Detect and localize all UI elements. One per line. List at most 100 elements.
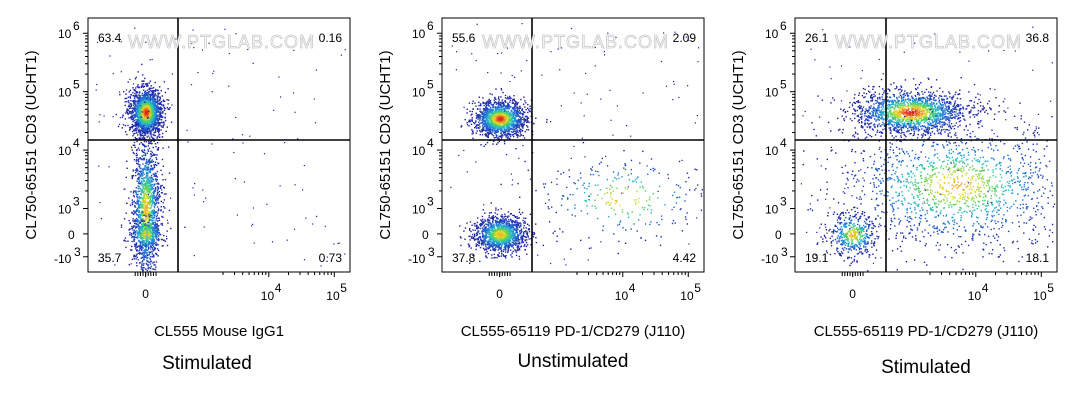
event-dot (517, 121, 519, 123)
event-dot (520, 124, 522, 126)
event-dot (140, 107, 143, 109)
event-dot (485, 120, 487, 122)
event-dot (511, 100, 514, 102)
event-dot (141, 227, 143, 230)
event-dot (157, 98, 159, 101)
event-dot (158, 235, 160, 237)
event-dot (132, 120, 134, 123)
event-dot (152, 219, 155, 222)
event-dot (129, 232, 131, 234)
event-dot (136, 168, 139, 171)
event-dot (156, 223, 158, 225)
event-dot (141, 103, 143, 105)
event-dot (484, 123, 486, 125)
event-dot (495, 116, 497, 118)
event-dot (147, 217, 149, 220)
event-dot (490, 132, 493, 134)
event-dot (152, 168, 155, 170)
event-dot (150, 215, 152, 217)
event-dot (153, 230, 156, 232)
event-dot (494, 123, 496, 126)
event-dot (127, 100, 130, 102)
event-dot (141, 234, 143, 237)
event-dot (145, 215, 147, 217)
event-dot (132, 94, 134, 97)
event-dot (143, 144, 145, 147)
event-dot (136, 162, 138, 165)
event-dot (160, 129, 162, 131)
event-dot (130, 104, 133, 106)
event-dot (139, 175, 141, 177)
event-dot (150, 94, 153, 96)
event-dot (159, 116, 161, 118)
event-dot (509, 101, 511, 103)
event-dot (149, 59, 151, 61)
event-dot (145, 124, 148, 126)
event-dot (486, 141, 489, 144)
event-dot (148, 240, 150, 243)
event-dot (479, 108, 481, 110)
event-dot (500, 87, 502, 90)
event-dot (142, 192, 144, 194)
event-dot (138, 196, 140, 198)
event-dot (133, 238, 136, 241)
event-dot (483, 114, 486, 116)
event-dot (505, 123, 507, 125)
event-dot (123, 239, 125, 242)
event-dot (152, 127, 155, 129)
event-dot (138, 220, 140, 222)
event-dot (131, 227, 134, 229)
event-dot (148, 114, 150, 116)
event-dot (145, 252, 147, 254)
event-dot (136, 85, 139, 88)
event-dot (137, 110, 139, 112)
event-dot (145, 185, 147, 188)
event-dot (133, 226, 135, 228)
event-dot (159, 107, 162, 109)
event-dot (505, 125, 508, 127)
event-dot (156, 115, 158, 118)
event-dot (135, 193, 137, 195)
event-dot (150, 143, 152, 145)
event-dot (146, 243, 148, 246)
event-dot (137, 163, 139, 165)
event-dot (147, 96, 149, 98)
event-dot (508, 119, 510, 122)
event-dot (151, 128, 154, 131)
event-dot (119, 93, 121, 96)
event-dot (156, 111, 159, 113)
event-dot (142, 85, 144, 87)
event-dot (527, 120, 529, 122)
event-dot (131, 107, 133, 109)
event-dot (516, 112, 518, 114)
event-dot (497, 111, 500, 113)
event-dot (159, 97, 161, 100)
event-dot (145, 262, 148, 265)
event-dot (139, 125, 142, 128)
event-dot (497, 138, 499, 140)
event-dot (144, 130, 147, 133)
event-dot (496, 116, 499, 119)
event-dot (129, 97, 131, 99)
event-dot (141, 225, 143, 227)
event-dot (159, 195, 161, 198)
event-dot (150, 153, 152, 156)
event-dot (506, 113, 509, 115)
event-dot (521, 122, 523, 125)
event-dot (149, 202, 151, 204)
event-dot (151, 204, 153, 206)
event-dot (154, 95, 156, 97)
event-dot (160, 103, 162, 105)
event-dot (333, 243, 335, 245)
event-dot (153, 197, 156, 199)
event-dot (152, 228, 154, 230)
event-dot (143, 225, 146, 227)
event-dot (491, 93, 493, 96)
event-dot (147, 106, 149, 109)
event-dot (154, 143, 157, 145)
event-dot (149, 133, 151, 135)
event-dot (145, 168, 147, 170)
event-dot (146, 112, 148, 114)
event-dot (143, 121, 145, 123)
